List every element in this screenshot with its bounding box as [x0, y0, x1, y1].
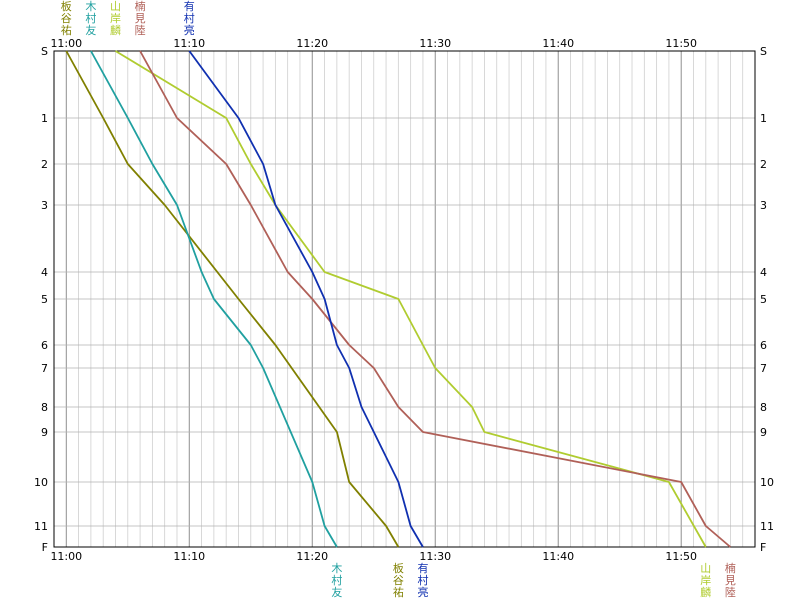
runner-label-start-3: 楠見陸 [135, 0, 146, 37]
runner-label-start-4: 有村亮 [184, 0, 195, 37]
y-tick-label-left: F [42, 541, 48, 554]
y-tick-label-right: 6 [760, 339, 767, 352]
y-tick-label-left: S [41, 45, 48, 58]
y-tick-label-left: 1 [41, 112, 48, 125]
y-tick-label-left: 7 [41, 362, 48, 375]
y-tick-label-right: 5 [760, 293, 767, 306]
x-tick-label-top: 11:00 [50, 37, 82, 50]
x-tick-label-top: 11:40 [542, 37, 574, 50]
y-tick-label-right: 4 [760, 266, 767, 279]
runner-label-end-4: 有村亮 [417, 561, 428, 599]
series-line-1 [90, 50, 338, 548]
runner-label-end-4-text: 有村亮 [417, 561, 428, 599]
y-tick-label-left: 6 [41, 339, 48, 352]
y-tick-label-left: 4 [41, 266, 48, 279]
x-tick-label-bottom: 11:40 [542, 550, 574, 563]
x-tick-label-bottom: 11:30 [419, 550, 451, 563]
y-tick-label-left: 11 [34, 520, 48, 533]
runner-label-end-1-text: 木村友 [331, 562, 342, 599]
y-tick-label-right: 7 [760, 362, 767, 375]
y-tick-label-left: 10 [34, 476, 48, 489]
y-tick-label-right: 2 [760, 158, 767, 171]
x-tick-label-bottom: 11:20 [296, 550, 328, 563]
y-tick-label-right: F [760, 541, 766, 554]
y-tick-label-left: 8 [41, 401, 48, 414]
y-tick-label-right: S [760, 45, 767, 58]
runner-label-start-1-text: 木村友 [85, 0, 96, 37]
y-tick-label-right: 9 [760, 426, 767, 439]
runner-label-start-0-text: 板谷祐 [61, 0, 72, 37]
y-tick-label-left: 2 [41, 158, 48, 171]
runner-label-start-2-text: 山岸麟 [110, 0, 121, 37]
y-tick-label-right: 1 [760, 112, 767, 125]
y-tick-label-right: 8 [760, 401, 767, 414]
runner-label-start-1: 木村友 [85, 0, 96, 37]
series-line-2 [115, 50, 707, 548]
y-tick-label-left: 9 [41, 426, 48, 439]
series-line-3 [139, 50, 731, 548]
axes: 11:00 11:00 11:10 11:10 11:20 11:20 11:30 11:30… [34, 37, 774, 563]
y-tick-label-left: 5 [41, 293, 48, 306]
runner-label-start-3-text: 楠見陸 [135, 0, 146, 37]
x-tick-label-top: 11:20 [296, 37, 328, 50]
series-line-4 [188, 50, 424, 548]
x-tick-label-bottom: 11:00 [50, 550, 82, 563]
grid [53, 50, 756, 548]
plot-frame [53, 50, 756, 548]
series-lines [65, 50, 731, 548]
runner-label-end-2: 山岸麟 [700, 562, 711, 599]
runner-label-end-3-text: 楠見陸 [725, 561, 736, 599]
runner-label-start-0: 板谷祐 [61, 0, 72, 37]
y-tick-label-right: 3 [760, 199, 767, 212]
y-tick-label-left: 3 [41, 199, 48, 212]
runner-label-start-4-text: 有村亮 [184, 0, 195, 37]
runner-label-start-2: 山岸麟 [110, 0, 121, 37]
runner-label-end-0-text: 板谷祐 [393, 561, 404, 599]
runner-label-end-2-text: 山岸麟 [700, 562, 711, 599]
x-tick-label-bottom: 11:10 [173, 550, 205, 563]
runner-label-end-0: 板谷祐 [393, 561, 404, 599]
x-tick-label-top: 11:50 [665, 37, 697, 50]
x-tick-label-bottom: 11:50 [665, 550, 697, 563]
x-tick-label-top: 11:10 [173, 37, 205, 50]
x-tick-label-top: 11:30 [419, 37, 451, 50]
series-line-0 [65, 50, 400, 548]
runner-label-end-3: 楠見陸 [725, 561, 736, 599]
y-tick-label-right: 11 [760, 520, 774, 533]
y-tick-label-right: 10 [760, 476, 774, 489]
runner-label-end-1: 木村友 [331, 562, 342, 599]
